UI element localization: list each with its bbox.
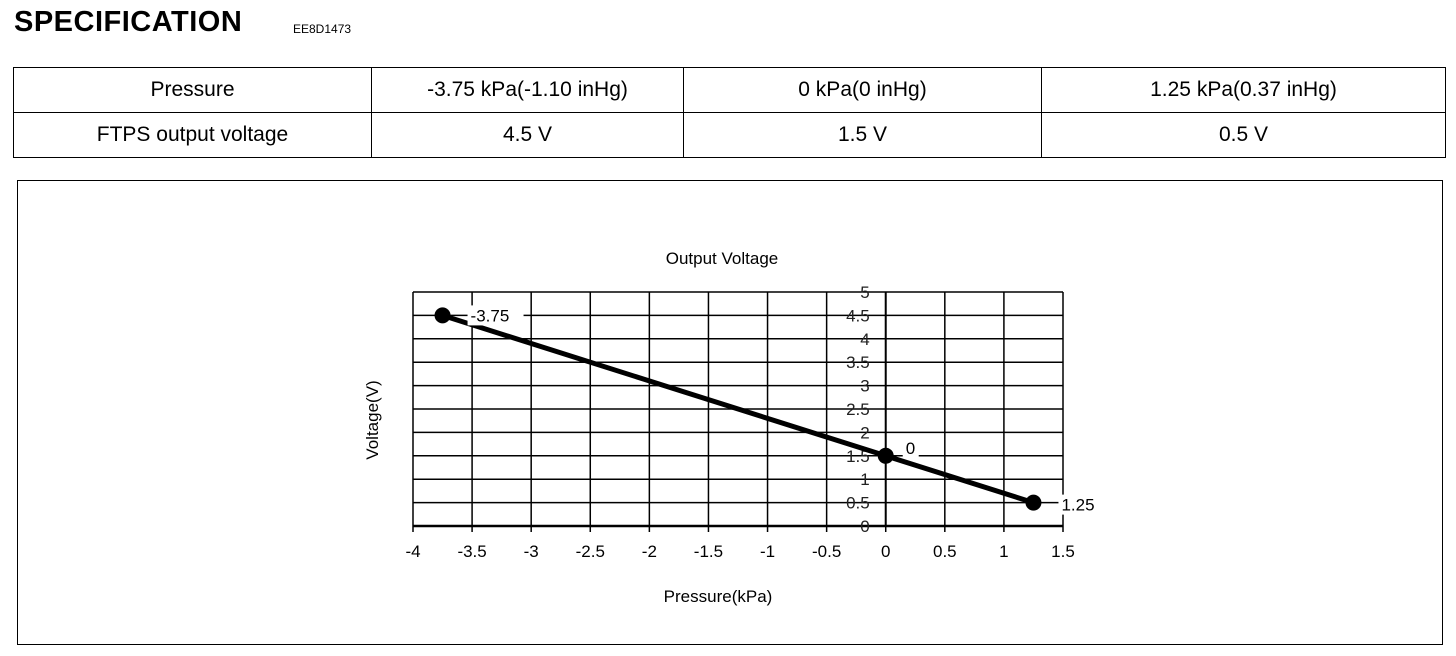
data-label: 0 [906, 439, 915, 458]
table-cell: 1.25 kPa(0.37 inHg) [1041, 67, 1446, 113]
x-tick-label: -1 [760, 542, 775, 561]
x-tick-label: -0.5 [812, 542, 841, 561]
table-cell: 1.5 V [683, 112, 1042, 158]
data-label-bg [467, 305, 524, 326]
y-tick-label: 2 [860, 423, 869, 442]
data-point [1025, 494, 1042, 511]
y-tick-label: 2.5 [846, 400, 870, 419]
data-label: 1.25 [1061, 496, 1094, 515]
x-tick-label: -3.5 [457, 542, 486, 561]
data-point [877, 447, 894, 464]
x-tick-label: 0 [881, 542, 890, 561]
table-cell: 4.5 V [371, 112, 684, 158]
y-tick-label: 4.5 [846, 306, 870, 325]
y-tick-label: 5 [860, 283, 869, 302]
page-title: SPECIFICATION [14, 6, 243, 38]
y-tick-label: 1 [860, 470, 869, 489]
y-tick-label: 4 [860, 330, 869, 349]
y-tick-label: 0.5 [846, 494, 870, 513]
table-row: Pressure -3.75 kPa(-1.10 inHg) 0 kPa(0 i… [13, 67, 1446, 113]
x-tick-label: -1.5 [694, 542, 723, 561]
table-cell: FTPS output voltage [13, 112, 372, 158]
table-row: FTPS output voltage 4.5 V 1.5 V 0.5 V [13, 112, 1446, 158]
y-tick-label: 3 [860, 377, 869, 396]
y-tick-label: 1.5 [846, 447, 870, 466]
y-axis-label: Voltage(V) [363, 380, 382, 459]
data-label-bg [1058, 494, 1105, 515]
chart-title: Output Voltage [666, 249, 778, 268]
x-axis-label: Pressure(kPa) [664, 587, 773, 606]
x-tick-label: 1.5 [1051, 542, 1075, 561]
x-tick-label: 1 [999, 542, 1008, 561]
y-tick-label: 3.5 [846, 353, 870, 372]
document-code: EE8D1473 [293, 22, 352, 36]
chart-frame [17, 180, 1443, 645]
x-tick-label: 0.5 [933, 542, 957, 561]
data-point [434, 307, 451, 324]
table-cell: 0.5 V [1041, 112, 1446, 158]
x-tick-label: -2 [642, 542, 657, 561]
x-tick-label: -2.5 [576, 542, 605, 561]
x-tick-label: -3 [524, 542, 539, 561]
x-tick-label: -4 [405, 542, 420, 561]
data-label: -3.75 [471, 306, 510, 325]
spec-table: Pressure -3.75 kPa(-1.10 inHg) 0 kPa(0 i… [13, 67, 1446, 158]
data-label-bg [902, 437, 919, 458]
y-tick-label: 0 [860, 517, 869, 536]
